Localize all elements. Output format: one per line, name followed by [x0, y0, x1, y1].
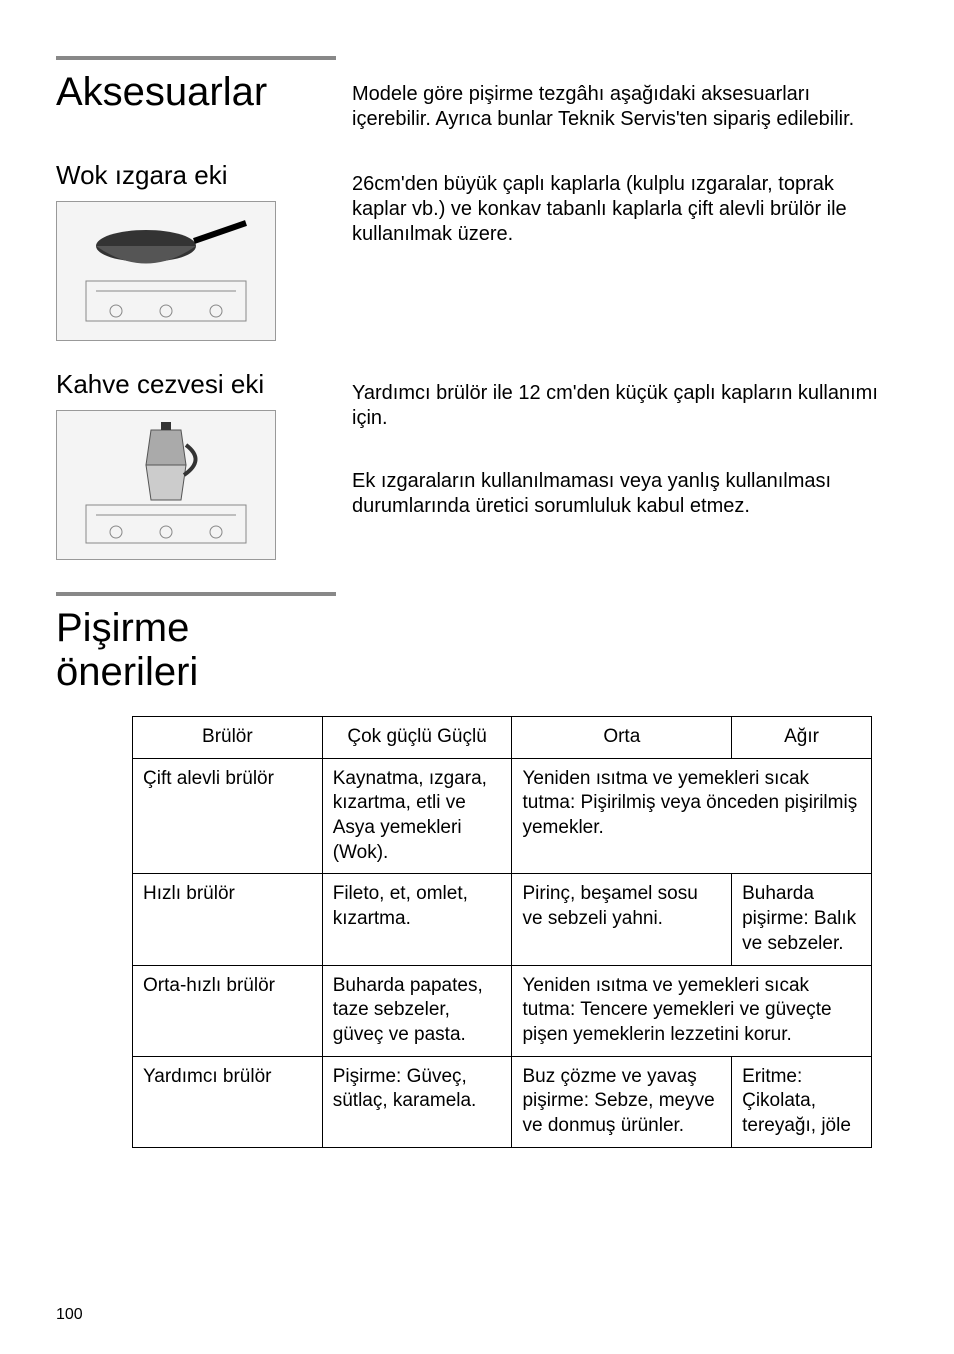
wok-section: Wok ızgara eki 26cm'den büyük çaplı kapl…: [56, 160, 878, 341]
cell: Pirinç, beşamel sosu ve sebzeli yahni.: [512, 874, 732, 965]
coffee-pot-icon: [66, 420, 266, 550]
th-burner: Brülör: [133, 717, 323, 759]
section-rule-2: [56, 592, 336, 596]
cell: Buharda papates, taze sebzeler, güveç ve…: [322, 965, 512, 1056]
coffee-text-1: Yardımcı brülör ile 12 cm'den küçük çapl…: [352, 381, 878, 431]
coffee-text-2: Ek ızgaraların kullanılmaması veya yanlı…: [352, 469, 878, 519]
th-medium: Orta: [512, 717, 732, 759]
cell: Orta-hızlı brülör: [133, 965, 323, 1056]
cell: Buz çözme ve yavaş pişirme: Sebze, meyve…: [512, 1056, 732, 1147]
accessories-intro: Modele göre pişirme tezgâhı aşağıdaki ak…: [352, 82, 878, 132]
coffee-illustration: [56, 410, 276, 560]
wok-heading: Wok ızgara eki: [56, 160, 332, 191]
wok-icon: [66, 211, 266, 331]
page-number: 100: [56, 1306, 83, 1324]
table-row: Yardımcı brülör Pişirme: Güveç, sütlaç, …: [133, 1056, 872, 1147]
cell: Çift alevli brülör: [133, 758, 323, 874]
coffee-section: Kahve cezvesi eki Yardımcı brülör ile 12…: [56, 369, 878, 560]
cell: Pişirme: Güveç, sütlaç, karamela.: [322, 1056, 512, 1147]
table-row: Hızlı brülör Fileto, et, omlet, kızartma…: [133, 874, 872, 965]
section-rule: [56, 56, 336, 60]
table-header-row: Brülör Çok güçlü Güçlü Orta Ağır: [133, 717, 872, 759]
table-row: Çift alevli brülör Kaynatma, ızgara, kız…: [133, 758, 872, 874]
cell: Yardımcı brülör: [133, 1056, 323, 1147]
cooking-table: Brülör Çok güçlü Güçlü Orta Ağır Çift al…: [132, 716, 872, 1148]
cell: Fileto, et, omlet, kızartma.: [322, 874, 512, 965]
coffee-heading: Kahve cezvesi eki: [56, 369, 332, 400]
accessories-section: Aksesuarlar Modele göre pişirme tezgâhı …: [56, 70, 878, 132]
cell: Hızlı brülör: [133, 874, 323, 965]
cell: Kaynatma, ızgara, kızartma, etli ve Asya…: [322, 758, 512, 874]
cell: Buharda pişirme: Balık ve sebzeler.: [732, 874, 872, 965]
accessories-heading: Aksesuarlar: [56, 70, 332, 114]
cooking-tips-heading-line1: Pişirme: [56, 606, 189, 650]
wok-text: 26cm'den büyük çaplı kaplarla (kulplu ız…: [352, 172, 878, 247]
table-row: Orta-hızlı brülör Buharda papates, taze …: [133, 965, 872, 1056]
th-very-strong: Çok güçlü Güçlü: [322, 717, 512, 759]
cell: Eritme: Çikolata, tereyağı, jöle: [732, 1056, 872, 1147]
cell: Yeniden ısıtma ve yemekleri sıcak tutma:…: [512, 758, 872, 874]
th-heavy: Ağır: [732, 717, 872, 759]
cooking-tips-section: Pişirme önerileri: [56, 606, 878, 694]
wok-illustration: [56, 201, 276, 341]
cooking-tips-heading: Pişirme önerileri: [56, 606, 332, 694]
cooking-tips-heading-line2: önerileri: [56, 650, 198, 694]
cell: Yeniden ısıtma ve yemekleri sıcak tutma:…: [512, 965, 872, 1056]
cooking-table-wrap: Brülör Çok güçlü Güçlü Orta Ağır Çift al…: [132, 716, 878, 1148]
